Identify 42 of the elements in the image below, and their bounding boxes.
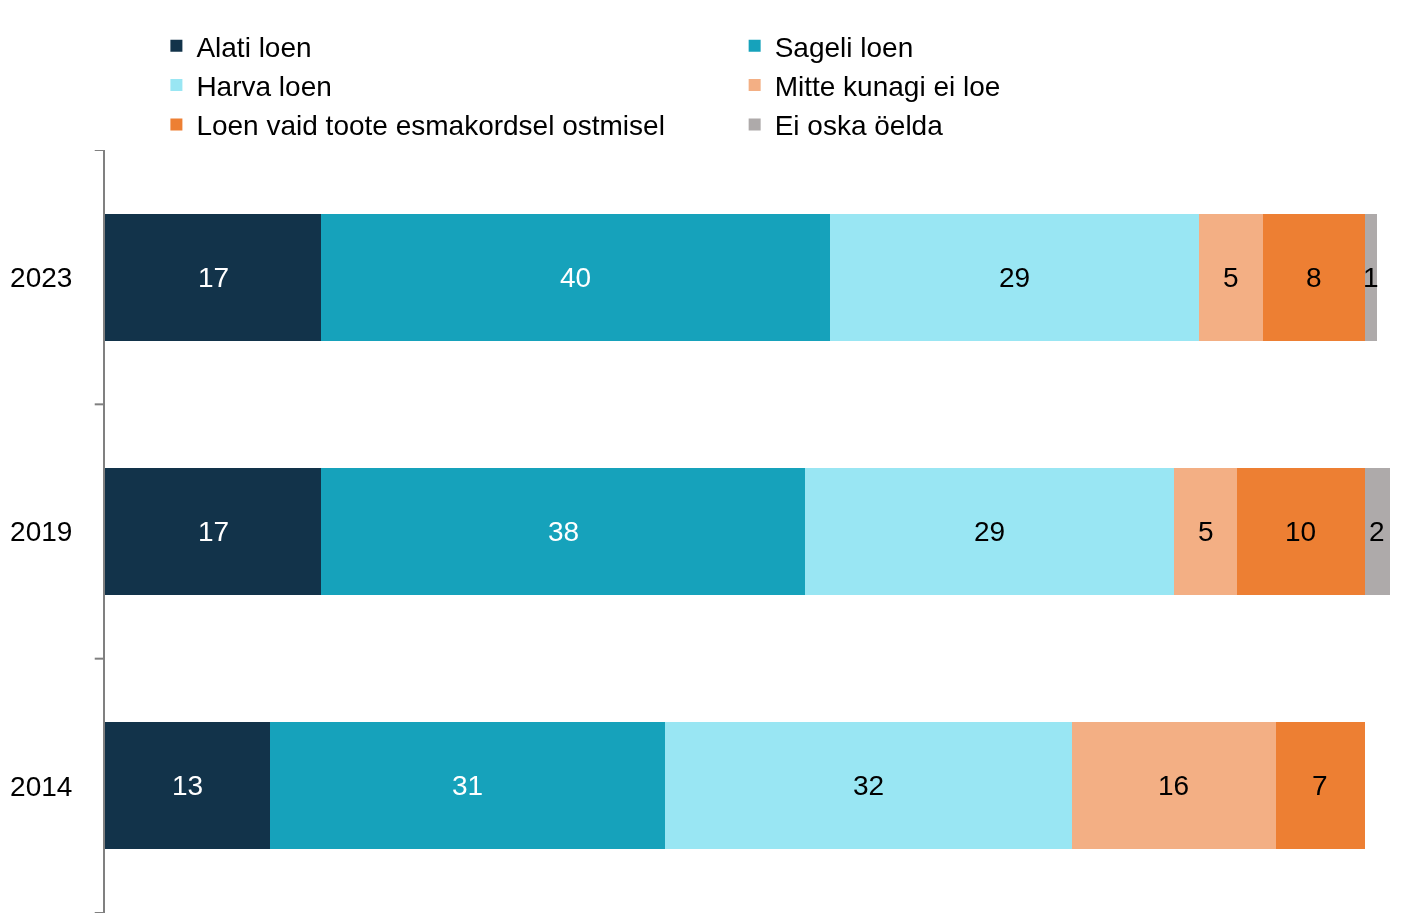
bar (321, 213, 831, 341)
data-label: 8 (1306, 262, 1322, 293)
y-tick-label: 2019 (10, 516, 73, 548)
legend-label: Mitte kunagi ei loe (774, 71, 1001, 103)
legend-label: Sageli loen (774, 31, 914, 63)
data-label: 29 (999, 262, 1031, 293)
data-label: 29 (974, 516, 1006, 547)
bar (1237, 467, 1365, 596)
legend-label: Ei oska öelda (774, 110, 944, 142)
data-label: 16 (1158, 770, 1190, 801)
data-label: 17 (198, 516, 230, 547)
bar (1071, 722, 1276, 850)
bar (1173, 467, 1238, 596)
legend-label: Loen vaid toote esmakordsel ostmisel (196, 110, 665, 142)
data-label: 40 (560, 262, 592, 293)
bar (321, 467, 805, 596)
bar (664, 722, 1072, 850)
y-tick-label: 2023 (10, 261, 73, 293)
legend-label: Alati loen (196, 31, 312, 63)
bar (105, 213, 322, 341)
bar (1199, 213, 1263, 341)
bar (105, 722, 271, 850)
data-label: 5 (1198, 516, 1214, 547)
bar (1262, 213, 1365, 341)
data-label: 17 (198, 262, 230, 293)
data-label: 38 (548, 516, 580, 547)
data-label: 2 (1369, 516, 1385, 547)
bar (1364, 467, 1390, 596)
data-label: 1 (1363, 262, 1379, 293)
data-label: 13 (172, 770, 204, 801)
data-label: 32 (853, 770, 885, 801)
y-tick-label: 2014 (10, 770, 73, 802)
bar (105, 467, 322, 596)
data-label: 31 (452, 770, 484, 801)
bar (1275, 722, 1365, 850)
legend-label: Harva loen (196, 71, 332, 103)
bar (804, 467, 1174, 596)
bar (270, 722, 665, 850)
bar (830, 213, 1200, 341)
data-label: 10 (1285, 516, 1317, 547)
data-label: 7 (1312, 770, 1328, 801)
data-label: 5 (1223, 262, 1239, 293)
